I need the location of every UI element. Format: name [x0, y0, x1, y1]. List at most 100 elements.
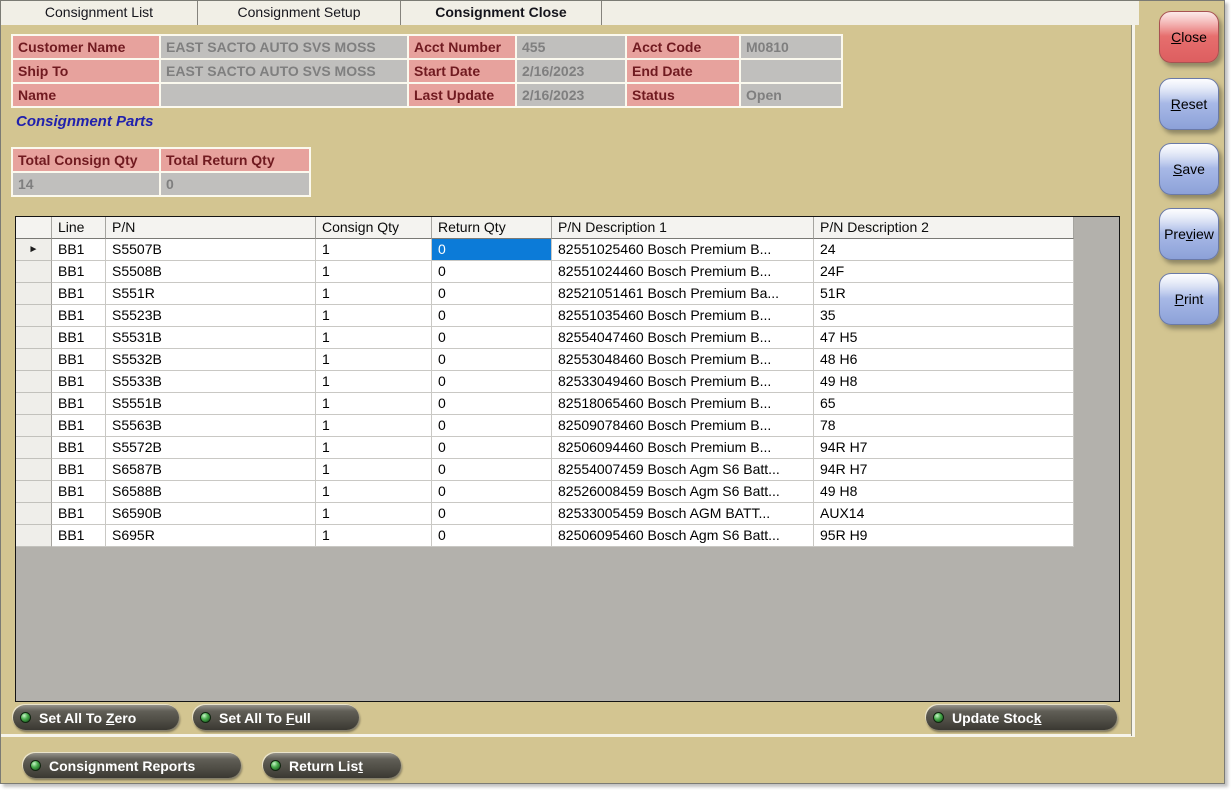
cell-line[interactable]: BB1	[52, 283, 106, 305]
cell-line[interactable]: BB1	[52, 305, 106, 327]
cell-desc2[interactable]: 49 H8	[814, 481, 1074, 503]
row-selector-cell[interactable]: ►	[16, 239, 52, 261]
cell-pn[interactable]: S5551B	[106, 393, 316, 415]
cell-line[interactable]: BB1	[52, 415, 106, 437]
cell-consign-qty[interactable]: 1	[316, 481, 432, 503]
cell-return-qty[interactable]: 0	[432, 327, 552, 349]
cell-desc2[interactable]: 94R H7	[814, 437, 1074, 459]
save-button[interactable]: Save	[1159, 143, 1219, 195]
col-header-desc2[interactable]: P/N Description 2	[814, 217, 1074, 239]
cell-consign-qty[interactable]: 1	[316, 305, 432, 327]
cell-desc2[interactable]: 48 H6	[814, 349, 1074, 371]
cell-consign-qty[interactable]: 1	[316, 393, 432, 415]
cell-desc2[interactable]: 95R H9	[814, 525, 1074, 547]
preview-button[interactable]: Preview	[1159, 208, 1219, 260]
cell-desc1[interactable]: 82506095460 Bosch Agm S6 Batt...	[552, 525, 814, 547]
cell-desc1[interactable]: 82533005459 Bosch AGM BATT...	[552, 503, 814, 525]
cell-pn[interactable]: S5507B	[106, 239, 316, 261]
cell-consign-qty[interactable]: 1	[316, 525, 432, 547]
cell-return-qty[interactable]: 0	[432, 437, 552, 459]
row-selector-cell[interactable]	[16, 393, 52, 415]
cell-return-qty[interactable]: 0	[432, 525, 552, 547]
tab-consignment-list[interactable]: Consignment List	[1, 1, 198, 25]
row-selector-cell[interactable]	[16, 525, 52, 547]
row-selector-cell[interactable]	[16, 305, 52, 327]
col-header-desc1[interactable]: P/N Description 1	[552, 217, 814, 239]
cell-desc2[interactable]: AUX14	[814, 503, 1074, 525]
cell-desc1[interactable]: 82526008459 Bosch Agm S6 Batt...	[552, 481, 814, 503]
cell-return-qty[interactable]: 0	[432, 305, 552, 327]
row-selector-cell[interactable]	[16, 283, 52, 305]
cell-pn[interactable]: S695R	[106, 525, 316, 547]
cell-desc1[interactable]: 82533049460 Bosch Premium B...	[552, 371, 814, 393]
cell-desc1[interactable]: 82553048460 Bosch Premium B...	[552, 349, 814, 371]
cell-desc1[interactable]: 82554007459 Bosch Agm S6 Batt...	[552, 459, 814, 481]
cell-return-qty[interactable]: 0	[432, 415, 552, 437]
cell-return-qty[interactable]: 0	[432, 481, 552, 503]
row-selector-cell[interactable]	[16, 371, 52, 393]
row-selector-cell[interactable]	[16, 503, 52, 525]
tab-consignment-close[interactable]: Consignment Close	[401, 1, 602, 25]
row-selector-cell[interactable]	[16, 349, 52, 371]
cell-return-qty[interactable]: 0	[432, 371, 552, 393]
cell-desc1[interactable]: 82509078460 Bosch Premium B...	[552, 415, 814, 437]
consignment-reports-button[interactable]: Consignment Reports	[23, 753, 241, 778]
cell-consign-qty[interactable]: 1	[316, 371, 432, 393]
cell-consign-qty[interactable]: 1	[316, 239, 432, 261]
cell-return-qty[interactable]: 0	[432, 283, 552, 305]
cell-return-qty[interactable]: 0	[432, 459, 552, 481]
cell-pn[interactable]: S6588B	[106, 481, 316, 503]
cell-pn[interactable]: S5508B	[106, 261, 316, 283]
cell-desc1[interactable]: 82551035460 Bosch Premium B...	[552, 305, 814, 327]
cell-line[interactable]: BB1	[52, 327, 106, 349]
cell-return-qty[interactable]: 0	[432, 349, 552, 371]
cell-pn[interactable]: S6590B	[106, 503, 316, 525]
cell-line[interactable]: BB1	[52, 393, 106, 415]
cell-line[interactable]: BB1	[52, 239, 106, 261]
cell-desc1[interactable]: 82554047460 Bosch Premium B...	[552, 327, 814, 349]
cell-consign-qty[interactable]: 1	[316, 261, 432, 283]
update-stock-button[interactable]: Update Stock	[926, 705, 1117, 730]
cell-line[interactable]: BB1	[52, 525, 106, 547]
cell-desc2[interactable]: 35	[814, 305, 1074, 327]
row-selector-cell[interactable]	[16, 261, 52, 283]
row-selector-cell[interactable]	[16, 327, 52, 349]
cell-desc2[interactable]: 49 H8	[814, 371, 1074, 393]
cell-line[interactable]: BB1	[52, 437, 106, 459]
row-selector-cell[interactable]	[16, 437, 52, 459]
col-header-return-qty[interactable]: Return Qty	[432, 217, 552, 239]
cell-desc2[interactable]: 65	[814, 393, 1074, 415]
cell-desc2[interactable]: 51R	[814, 283, 1074, 305]
cell-pn[interactable]: S551R	[106, 283, 316, 305]
cell-consign-qty[interactable]: 1	[316, 415, 432, 437]
cell-pn[interactable]: S5572B	[106, 437, 316, 459]
cell-line[interactable]: BB1	[52, 371, 106, 393]
cell-line[interactable]: BB1	[52, 349, 106, 371]
cell-pn[interactable]: S6587B	[106, 459, 316, 481]
cell-consign-qty[interactable]: 1	[316, 349, 432, 371]
cell-return-qty[interactable]: 0	[432, 503, 552, 525]
col-header-consign-qty[interactable]: Consign Qty	[316, 217, 432, 239]
cell-pn[interactable]: S5532B	[106, 349, 316, 371]
cell-line[interactable]: BB1	[52, 503, 106, 525]
cell-line[interactable]: BB1	[52, 481, 106, 503]
col-header-pn[interactable]: P/N	[106, 217, 316, 239]
print-button[interactable]: Print	[1159, 273, 1219, 325]
tab-consignment-setup[interactable]: Consignment Setup	[198, 1, 401, 25]
cell-consign-qty[interactable]: 1	[316, 327, 432, 349]
cell-pn[interactable]: S5531B	[106, 327, 316, 349]
row-selector-cell[interactable]	[16, 481, 52, 503]
cell-desc1[interactable]: 82506094460 Bosch Premium B...	[552, 437, 814, 459]
cell-desc2[interactable]: 47 H5	[814, 327, 1074, 349]
cell-desc1[interactable]: 82521051461 Bosch Premium Ba...	[552, 283, 814, 305]
cell-desc1[interactable]: 82551025460 Bosch Premium B...	[552, 239, 814, 261]
cell-pn[interactable]: S5523B	[106, 305, 316, 327]
cell-desc1[interactable]: 82551024460 Bosch Premium B...	[552, 261, 814, 283]
row-selector-cell[interactable]	[16, 459, 52, 481]
cell-desc2[interactable]: 78	[814, 415, 1074, 437]
cell-pn[interactable]: S5563B	[106, 415, 316, 437]
row-selector-cell[interactable]	[16, 415, 52, 437]
cell-desc2[interactable]: 24F	[814, 261, 1074, 283]
cell-return-qty[interactable]: 0	[432, 239, 552, 261]
cell-return-qty[interactable]: 0	[432, 261, 552, 283]
